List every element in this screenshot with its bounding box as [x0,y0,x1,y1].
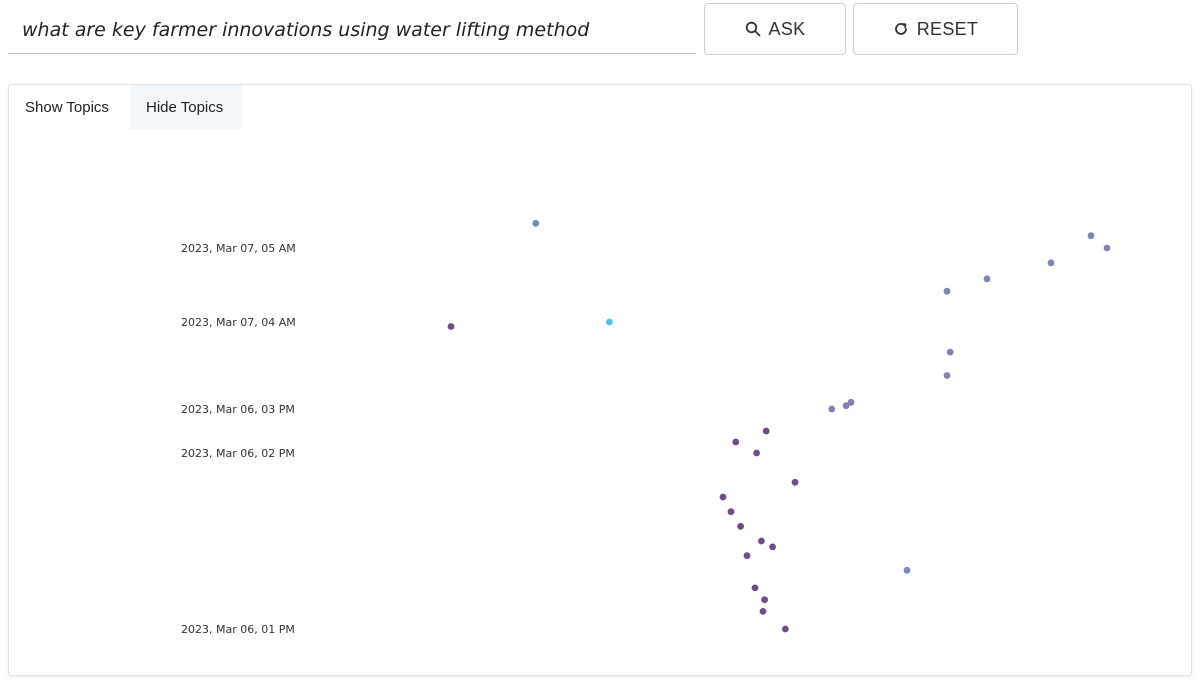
timeline-point[interactable] [532,219,540,227]
timeline-point[interactable] [606,318,613,326]
timeline-point[interactable] [762,427,770,435]
timeline-point[interactable] [732,438,740,446]
timeline-point[interactable] [769,543,776,551]
ask-button-label: ASK [768,18,806,39]
timeline-point[interactable] [983,275,991,283]
y-tick-label: 2023, Mar 06, 01 PM [181,623,295,636]
refresh-icon [893,21,909,37]
reset-button-label: RESET [916,18,979,39]
ask-button[interactable]: ASK [704,3,846,55]
tab-hide-topics[interactable]: Hide Topics [130,85,242,129]
timeline-point[interactable] [753,449,760,457]
timeline-point[interactable] [943,287,951,295]
timeline-point[interactable] [1103,244,1111,252]
timeline-point[interactable] [782,625,789,633]
query-bar: ASK RESET [0,0,1200,70]
timeline-point[interactable] [1087,232,1095,240]
timeline-point[interactable] [447,323,455,330]
timeline-point[interactable] [847,398,855,406]
reset-button[interactable]: RESET [853,3,1018,55]
y-tick-label: 2023, Mar 07, 05 AM [181,242,296,255]
y-tick-label: 2023, Mar 06, 02 PM [181,447,295,460]
search-icon [745,21,761,37]
timeline-point[interactable] [758,537,765,545]
timeline-point[interactable] [946,348,954,356]
timeline-point[interactable] [751,584,759,592]
timeline-point[interactable] [791,478,799,486]
timeline-point[interactable] [1047,259,1055,267]
y-tick-label: 2023, Mar 06, 03 PM [181,403,295,416]
timeline-point[interactable] [842,402,850,410]
timeline-point[interactable] [903,566,911,574]
timeline-point[interactable] [743,552,751,560]
tab-show-topics[interactable]: Show Topics [25,98,109,116]
timeline-chart: 2023, Mar 07, 05 AM 2023, Mar 07, 04 AM 20… [181,219,1111,636]
timeline-point[interactable] [727,508,735,516]
timeline-point[interactable] [719,493,727,501]
timeline-point[interactable] [761,596,768,604]
timeline-point[interactable] [737,522,744,530]
timeline-point[interactable] [828,405,836,413]
results-panel: 2023, Mar 07, 05 AM 2023, Mar 07, 04 AM 20… [8,84,1192,676]
timeline-point[interactable] [943,372,951,379]
topic-tabs: Show Topics Hide Topics [9,85,242,129]
timeline-point[interactable] [759,608,767,615]
query-input[interactable] [8,6,696,54]
y-tick-label: 2023, Mar 07, 04 AM [181,316,296,329]
